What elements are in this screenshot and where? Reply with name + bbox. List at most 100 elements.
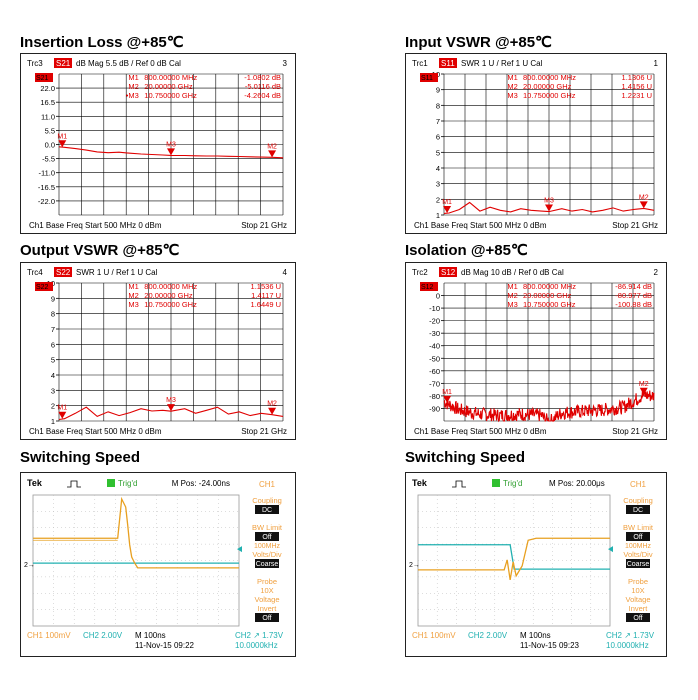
side-menu-value-box [255, 613, 279, 622]
y-tick-label: 2 [436, 195, 440, 204]
ch2-waveform [418, 544, 610, 570]
marker-value: -80.977 dB [615, 291, 652, 300]
trig-status: Trig'd [503, 479, 522, 488]
trace-id: Trc4 [27, 268, 43, 277]
side-menu-sub: Voltage [254, 595, 279, 604]
footer-stop: Stop 21 GHz [612, 427, 658, 436]
chart-insertion: Trc3 S21 dB Mag 5.5 dB / Ref 0 dB Cal 3 22.0… [27, 58, 288, 230]
marker-freq: 800.00000 MHz [523, 282, 576, 291]
marker-name: M1 [507, 73, 517, 82]
y-tick-label: 11.0 [41, 112, 55, 121]
param-label: S21 [56, 59, 71, 68]
panel-insertion: Trc3 S21 dB Mag 5.5 dB / Ref 0 dB Cal 3 22.0… [20, 53, 296, 234]
trace-line [58, 406, 284, 421]
y-tick-label: 9 [51, 294, 55, 303]
trig-indicator [492, 479, 500, 487]
header-format: dB Mag 10 dB / Ref 0 dB Cal [461, 268, 564, 277]
trace-number: 4 [283, 268, 288, 277]
side-menu-label: Volts/Div [623, 550, 652, 559]
y-tick-label: 7 [436, 117, 440, 126]
side-menu-label: Volts/Div [252, 550, 281, 559]
y-tick-label: 7 [51, 325, 55, 334]
marker-triangle [639, 387, 648, 395]
marker-freq: 800.00000 MHz [144, 73, 197, 82]
y-tick-label: 22.0 [40, 84, 55, 93]
marker-freq: 800.00000 MHz [523, 73, 576, 82]
trace-line [443, 389, 655, 423]
side-ch-label: CH1 [259, 480, 276, 489]
m-pos: M Pos: 20.00μs [549, 479, 605, 488]
timestamp: 11-Nov-15 09:22 [135, 641, 195, 650]
side-menu-value-box [626, 559, 650, 568]
ch1-scale: CH1 100mV [412, 631, 456, 640]
trace-line [443, 201, 655, 214]
trigger-frequency: 10.0000kHz [235, 641, 278, 650]
y-tick-label: 3 [51, 386, 55, 395]
y-tick-label: -20 [429, 317, 440, 326]
brand-logo: Tek [27, 478, 43, 488]
side-menu-label: Invert [258, 604, 278, 613]
marker-freq: 10.750000 GHz [144, 300, 197, 309]
marker-label: M2 [267, 143, 277, 150]
footer-stop: Stop 21 GHz [241, 221, 287, 230]
timebase: M 100ns [135, 631, 166, 640]
side-menu-label: Probe [628, 577, 648, 586]
footer-start: Ch1 Base Freq Start 500 MHz 0 dBm [414, 221, 547, 230]
ch1-waveform [418, 537, 610, 580]
trigger-setting: CH2 ↗ 1.73V [606, 631, 655, 640]
y-tick-label: 4 [436, 164, 440, 173]
param-badge-box [35, 73, 53, 82]
marker-label: M2 [267, 401, 277, 408]
param-box [54, 58, 72, 68]
side-menu-value-box [626, 505, 650, 514]
y-tick-label: 2 [51, 402, 55, 411]
side-menu-value: Off [633, 534, 642, 541]
side-menu-value-box [255, 559, 279, 568]
footer-stop: Stop 21 GHz [241, 427, 287, 436]
trace-number: 2 [654, 268, 659, 277]
marker-label: M2 [639, 381, 649, 388]
param-label: S11 [441, 59, 455, 68]
marker-value: -4.2604 dB [244, 91, 281, 100]
footer-start: Ch1 Base Freq Start 500 MHz 0 dBm [414, 427, 547, 436]
title-input-vswr: Input VSWR @+85℃ [405, 34, 552, 51]
side-menu-label: Coupling [623, 496, 653, 505]
marker-triangle [167, 148, 175, 156]
param-badge: S22 [36, 284, 49, 291]
y-tick-label: 1 [436, 211, 440, 220]
title-insertion: Insertion Loss @+85℃ [20, 34, 184, 51]
side-menu-label: Invert [629, 604, 649, 613]
marker-name: M1 [128, 73, 138, 82]
y-tick-label: 0.0 [45, 141, 55, 150]
marker-name: M1 [507, 282, 517, 291]
param-badge-box [35, 282, 53, 291]
marker-name: M2 [507, 291, 517, 300]
side-menu-label: Coupling [252, 496, 282, 505]
y-tick-label: 8 [436, 101, 440, 110]
y-tick-label: 4 [51, 371, 55, 380]
chart-isolation: Trc2 S12 dB Mag 10 dB / Ref 0 dB Cal 2 0 -10 -… [412, 267, 659, 436]
trigger-level-marker [237, 546, 242, 553]
y-tick-label: -30 [429, 329, 440, 338]
title-output-vswr: Output VSWR @+85℃ [20, 242, 180, 259]
marker-triangle [167, 404, 175, 412]
param-label: S12 [441, 268, 456, 277]
marker-name: M3 [507, 91, 517, 100]
trig-indicator [107, 479, 115, 487]
marker-value: 1.4156 U [622, 82, 652, 91]
trig-status: Trig'd [118, 479, 137, 488]
marker-value: -5.0116 dB [245, 82, 281, 91]
side-menu-value-box [255, 532, 279, 541]
footer-stop: Stop 21 GHz [612, 221, 658, 230]
side-menu-value-box [255, 505, 279, 514]
marker-name: •M3 [126, 91, 139, 100]
y-tick-label: 16.5 [40, 98, 55, 107]
timebase: M 100ns [520, 631, 551, 640]
marker-value: 1.2231 U [622, 91, 652, 100]
side-menu-sub: Voltage [625, 595, 650, 604]
trace-id: Trc1 [412, 59, 428, 68]
side-menu-value-box [626, 613, 650, 622]
param-badge-box [420, 282, 438, 291]
marker-value: 1.1536 U [251, 282, 281, 291]
